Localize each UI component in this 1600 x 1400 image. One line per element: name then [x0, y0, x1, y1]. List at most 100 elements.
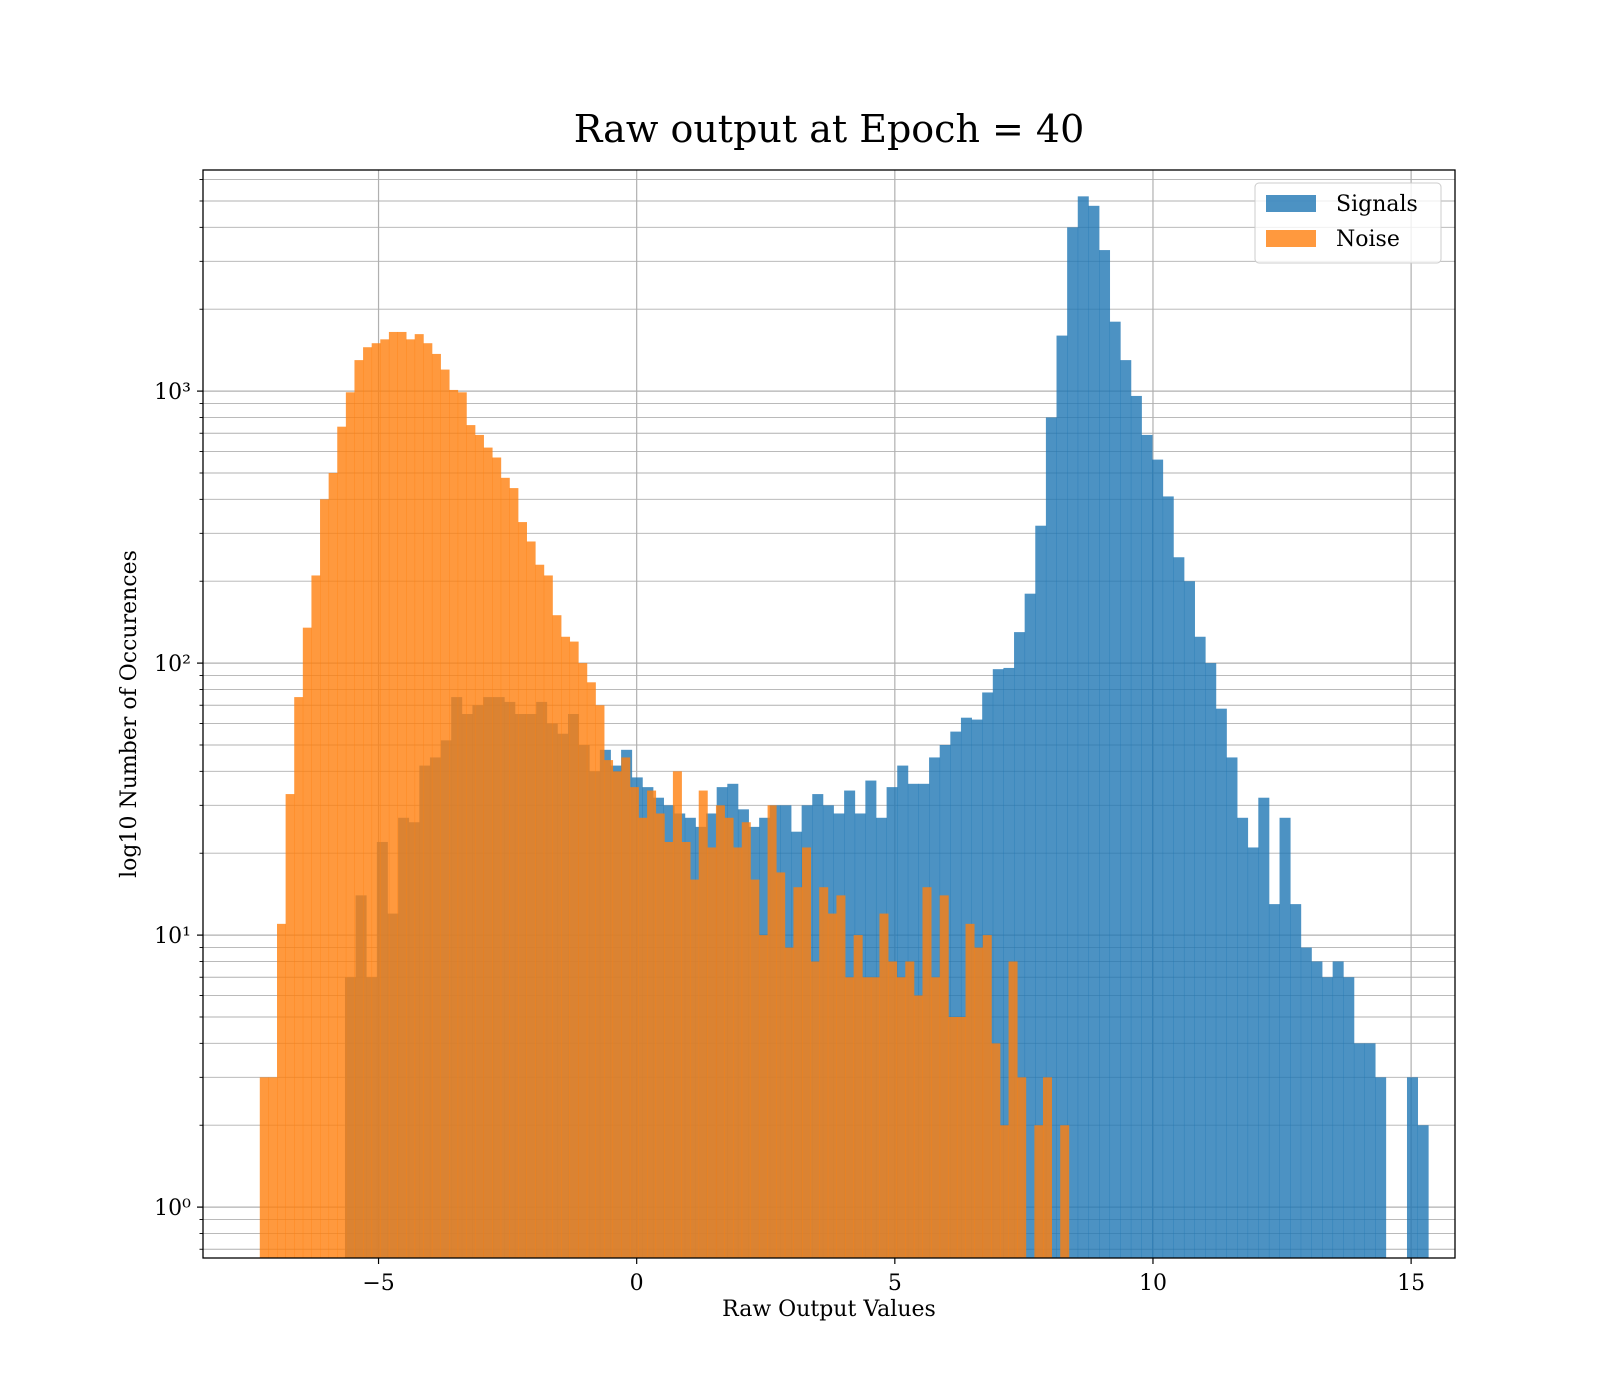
noise-bar [870, 977, 880, 1258]
noise-bar [896, 977, 906, 1258]
noise-bar [750, 879, 760, 1258]
x-tick-label: 10 [1139, 1271, 1167, 1296]
noise-bar [1034, 1125, 1044, 1258]
x-tick-label: 5 [888, 1271, 902, 1296]
noise-bar [294, 697, 304, 1258]
signals-bar [1088, 205, 1100, 1258]
noise-bar [509, 488, 519, 1259]
signals-bar [1290, 904, 1302, 1258]
noise-bar [965, 923, 975, 1258]
noise-bar [767, 805, 777, 1258]
noise-bar [569, 641, 579, 1258]
y-tick-label: 10² [154, 652, 191, 677]
noise-bar [664, 841, 674, 1258]
noise-bar [681, 841, 691, 1258]
noise-bar [1060, 1125, 1070, 1258]
noise-bar [999, 1125, 1009, 1258]
noise-bar [819, 887, 829, 1258]
noise-bar [845, 977, 855, 1258]
noise-bar [371, 343, 381, 1259]
legend-label-signals: Signals [1336, 192, 1418, 217]
noise-bar [277, 923, 287, 1258]
y-tick-label: 10⁰ [154, 1196, 191, 1221]
noise-bar [956, 1016, 966, 1258]
noise-bar [905, 961, 915, 1258]
noise-bar [784, 947, 794, 1258]
x-tick-label: 0 [630, 1271, 644, 1296]
noise-bar [449, 389, 459, 1258]
signals-bar [1237, 817, 1249, 1258]
signals-bar [1343, 977, 1355, 1258]
noise-bar [380, 339, 390, 1258]
signals-bar [1311, 961, 1323, 1258]
noise-bar [268, 1077, 278, 1258]
signals-bar [1077, 196, 1089, 1259]
y-tick-label: 10¹ [154, 924, 191, 949]
noise-bar [672, 771, 682, 1258]
noise-bar [1017, 1077, 1027, 1258]
noise-bar [517, 522, 527, 1258]
noise-bar [492, 457, 502, 1258]
noise-bar [466, 425, 476, 1258]
noise-bar [543, 575, 553, 1258]
noise-bar [474, 434, 484, 1259]
noise-bar [431, 353, 441, 1258]
noise-bar [578, 663, 588, 1258]
noise-bar [612, 771, 622, 1258]
signals-bar [1247, 847, 1259, 1258]
noise-bar [259, 1077, 269, 1258]
noise-bar [345, 392, 355, 1258]
signals-bar [1258, 797, 1270, 1258]
noise-bar [888, 961, 898, 1258]
axis-ticks: −5 0 5 10 15 10⁰ 10¹ 10² 10³ [154, 179, 1425, 1296]
signals-bar [1173, 557, 1185, 1258]
noise-bar [776, 872, 786, 1258]
noise-bar [388, 331, 398, 1258]
signals-bar [1014, 632, 1026, 1258]
signals-bar [1300, 947, 1312, 1258]
signals-bar [1215, 708, 1227, 1258]
noise-bar [638, 817, 648, 1258]
x-tick-label: 15 [1397, 1271, 1425, 1296]
noise-bar [354, 360, 364, 1258]
noise-bar [758, 935, 768, 1258]
chart-title: Raw output at Epoch = 40 [574, 107, 1085, 151]
noise-bar [655, 813, 665, 1258]
noise-bar [328, 472, 338, 1259]
plot-frame [202, 169, 1456, 1259]
signals-bar [1205, 663, 1217, 1258]
noise-bar [586, 682, 596, 1258]
noise-bar [982, 935, 992, 1258]
signals-bar [1194, 636, 1206, 1258]
signals-bar [1120, 360, 1132, 1258]
noise-bar [974, 947, 984, 1258]
signals-bar [1035, 525, 1047, 1258]
signals-bar [1406, 1077, 1419, 1258]
noise-bar [406, 339, 416, 1258]
signals-bar [1279, 817, 1291, 1258]
legend-label-noise: Noise [1336, 227, 1400, 252]
noise-bar [827, 913, 837, 1258]
noise-bar [741, 822, 751, 1258]
noise-bar [810, 961, 820, 1258]
noise-bar [414, 334, 424, 1258]
signals-bar [1364, 1043, 1376, 1258]
signals-bar [1226, 757, 1238, 1258]
signals-bar [1375, 1077, 1387, 1258]
noise-bar [1008, 961, 1018, 1258]
noise-bar [793, 887, 803, 1258]
signals-bar [1067, 227, 1079, 1259]
noise-bar [724, 817, 734, 1258]
signals-bar [1183, 581, 1195, 1258]
signals-bar [992, 669, 1004, 1258]
noise-bar [423, 343, 433, 1259]
legend-swatch-noise [1266, 230, 1316, 247]
noise-bar [733, 847, 743, 1258]
noise-bars [259, 331, 1070, 1259]
noise-bar [535, 564, 545, 1258]
legend: Signals Noise [1254, 182, 1442, 264]
noise-bar [500, 477, 510, 1258]
noise-bar [879, 913, 889, 1258]
